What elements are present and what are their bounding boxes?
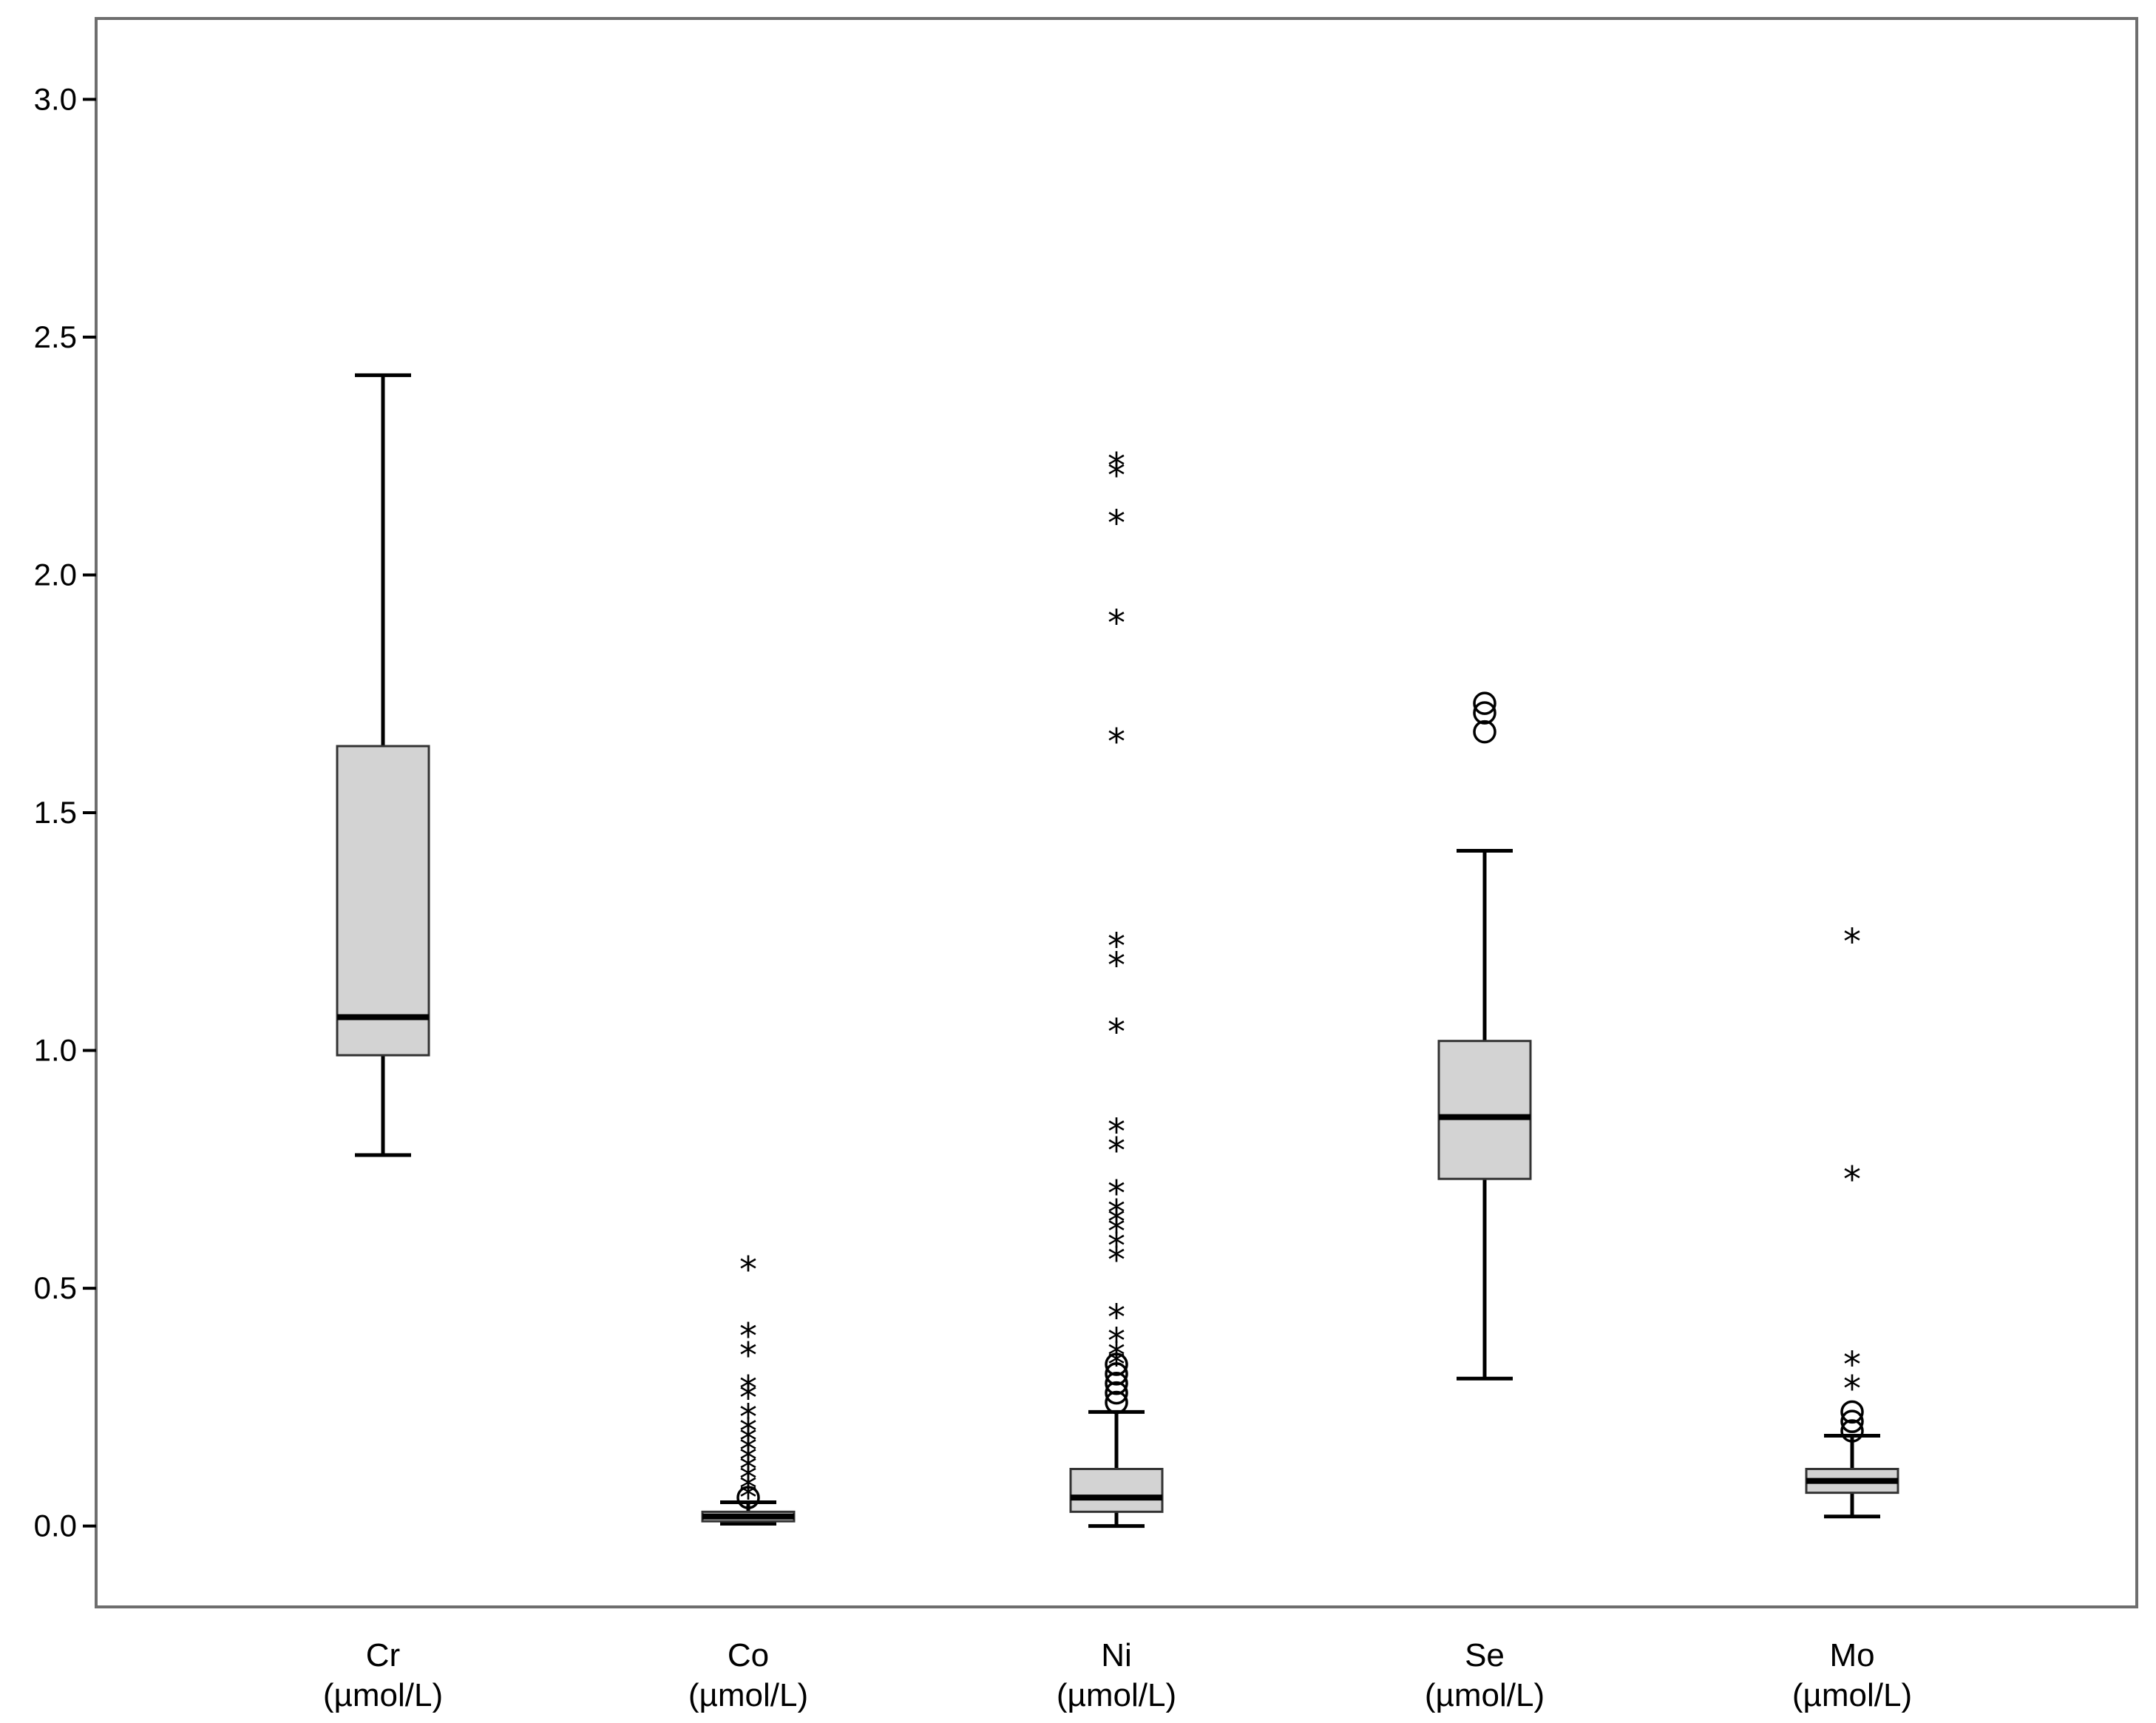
outlier-star: * — [1108, 722, 1125, 763]
outlier-star: * — [1108, 603, 1125, 644]
y-tick-label: 1.0 — [34, 1033, 77, 1068]
outlier-star: * — [1108, 1202, 1125, 1243]
category-label-cr: Cr — [366, 1637, 400, 1673]
outlier-star: * — [739, 1250, 757, 1291]
outlier-star: * — [1108, 1225, 1125, 1267]
outlier-star: * — [1108, 1344, 1125, 1386]
outlier-star: * — [739, 1458, 757, 1500]
x-axis-labels: Cr (µmol/L) Co (µmol/L) Ni (µmol/L) Se (µmol/L)… — [323, 1637, 1912, 1713]
plot-frame — [95, 17, 2138, 1608]
outlier-star: * — [739, 1368, 757, 1409]
category-unit-mo: (µmol/L) — [1792, 1677, 1912, 1713]
outlier-circle — [1105, 1362, 1128, 1386]
outlier-star: * — [739, 1397, 757, 1438]
iqr-box — [336, 745, 430, 1057]
outlier-star: * — [739, 1316, 757, 1358]
y-tick-label: 2.5 — [34, 319, 77, 354]
box-mo: **** — [1805, 921, 1899, 1519]
outlier-star: * — [739, 1411, 757, 1452]
y-tick-label: 0.5 — [34, 1270, 77, 1305]
outlier-circle — [1105, 1371, 1128, 1395]
outlier-star: * — [739, 1477, 757, 1519]
category-label-mo: Mo — [1829, 1637, 1874, 1673]
box-series: ************************************** — [336, 373, 1899, 1529]
outlier-star: * — [1108, 1321, 1125, 1362]
outlier-star: * — [1108, 1211, 1125, 1253]
outlier-star: * — [1843, 1159, 1861, 1200]
iqr-box — [1069, 1467, 1164, 1513]
box-cr — [336, 373, 430, 1157]
outlier-circle — [1840, 1400, 1864, 1424]
category-unit-se: (µmol/L) — [1425, 1677, 1545, 1713]
outlier-star: * — [1108, 1192, 1125, 1233]
outlier-star: * — [1108, 1111, 1125, 1153]
category-unit-cr: (µmol/L) — [323, 1677, 443, 1713]
outlier-star: * — [1108, 1012, 1125, 1053]
outlier-circle — [1473, 701, 1496, 725]
outlier-star: * — [739, 1468, 757, 1509]
category-unit-ni: (µmol/L) — [1057, 1677, 1176, 1713]
outlier-circle — [1840, 1419, 1864, 1443]
category-label-co: Co — [728, 1637, 769, 1673]
y-tick-label: 2.0 — [34, 557, 77, 592]
category-label-se: Se — [1465, 1637, 1505, 1673]
iqr-box — [1437, 1040, 1532, 1180]
outlier-circle — [1105, 1353, 1128, 1376]
y-tick-label: 0.0 — [34, 1509, 77, 1543]
outlier-star: * — [1108, 503, 1125, 544]
outlier-circle — [1473, 720, 1496, 744]
outlier-circle — [1105, 1390, 1128, 1415]
category-label-ni: Ni — [1101, 1637, 1132, 1673]
outlier-star: * — [739, 1449, 757, 1491]
outlier-star: * — [1843, 921, 1861, 963]
outlier-circle — [1105, 1381, 1128, 1405]
outlier-star: * — [1108, 1174, 1125, 1215]
category-unit-co: (µmol/L) — [688, 1677, 808, 1713]
y-tick-label: 3.0 — [34, 81, 77, 116]
y-axis: 0.0 0.5 1.0 1.5 2.0 2.5 3.0 — [34, 81, 96, 1543]
box-co: ************** — [701, 1250, 796, 1526]
outlier-circle — [1840, 1409, 1864, 1433]
outlier-circle — [1473, 691, 1496, 715]
outlier-star: * — [1108, 1240, 1125, 1282]
outlier-star: * — [1108, 1297, 1125, 1338]
outlier-star: * — [1843, 1368, 1861, 1409]
outlier-circle — [736, 1486, 760, 1509]
box-se — [1437, 691, 1532, 1381]
outlier-star: * — [1108, 945, 1125, 986]
outlier-star: * — [739, 1335, 757, 1376]
outlier-star: * — [739, 1378, 757, 1419]
outlier-star: * — [739, 1421, 757, 1462]
outlier-star: * — [739, 1440, 757, 1481]
outlier-star: * — [1843, 1344, 1861, 1386]
outlier-star: * — [1108, 446, 1125, 487]
box-ni: ******************** — [1069, 446, 1164, 1529]
outlier-star: * — [1108, 1335, 1125, 1376]
outlier-star: * — [1108, 1131, 1125, 1172]
outlier-star: * — [1108, 456, 1125, 497]
outlier-star: * — [1108, 926, 1125, 967]
outlier-star: * — [739, 1430, 757, 1472]
y-tick-label: 1.5 — [34, 795, 77, 830]
